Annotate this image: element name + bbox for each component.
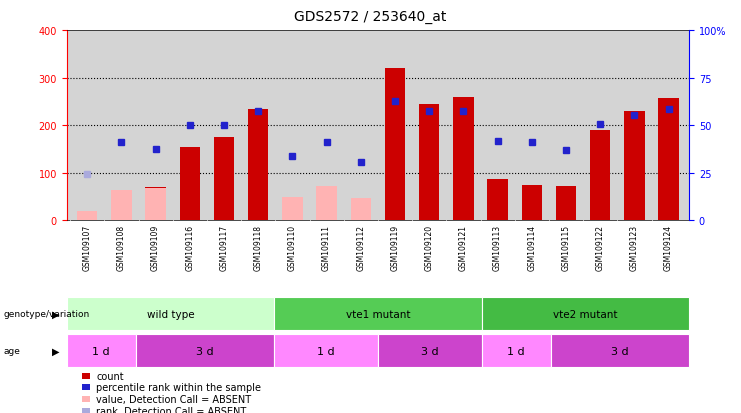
Text: GSM109110: GSM109110 xyxy=(288,225,297,271)
Bar xyxy=(624,112,645,221)
Text: GSM109123: GSM109123 xyxy=(630,225,639,271)
Text: rank, Detection Call = ABSENT: rank, Detection Call = ABSENT xyxy=(96,406,247,413)
Text: ▶: ▶ xyxy=(52,309,59,319)
Text: ▶: ▶ xyxy=(52,346,59,356)
Bar xyxy=(77,211,98,221)
Bar xyxy=(385,69,405,221)
Text: 1 d: 1 d xyxy=(508,346,525,356)
Bar xyxy=(488,179,508,221)
Text: GSM109120: GSM109120 xyxy=(425,225,433,271)
Text: GSM109112: GSM109112 xyxy=(356,225,365,271)
Text: 1 d: 1 d xyxy=(93,346,110,356)
Bar xyxy=(145,188,166,221)
Bar xyxy=(282,197,302,221)
Bar xyxy=(179,147,200,221)
Text: percentile rank within the sample: percentile rank within the sample xyxy=(96,382,262,392)
Text: GSM109113: GSM109113 xyxy=(493,225,502,271)
Text: vte1 mutant: vte1 mutant xyxy=(345,309,411,319)
Text: GSM109121: GSM109121 xyxy=(459,225,468,271)
Text: GDS2572 / 253640_at: GDS2572 / 253640_at xyxy=(294,10,447,24)
Text: GSM109117: GSM109117 xyxy=(219,225,228,271)
Text: 3 d: 3 d xyxy=(421,346,439,356)
Bar xyxy=(658,98,679,221)
Bar xyxy=(350,199,371,221)
Bar xyxy=(556,187,576,221)
Text: GSM109111: GSM109111 xyxy=(322,225,331,271)
Bar xyxy=(453,97,473,221)
Text: GSM109122: GSM109122 xyxy=(596,225,605,271)
Text: GSM109108: GSM109108 xyxy=(117,225,126,271)
Bar xyxy=(111,190,132,221)
Text: 3 d: 3 d xyxy=(611,346,629,356)
Bar xyxy=(590,131,611,221)
Bar xyxy=(213,138,234,221)
Text: age: age xyxy=(4,347,21,356)
Text: GSM109124: GSM109124 xyxy=(664,225,673,271)
Text: GSM109114: GSM109114 xyxy=(528,225,536,271)
Text: count: count xyxy=(96,371,124,381)
Bar xyxy=(316,187,337,221)
Text: GSM109109: GSM109109 xyxy=(151,225,160,271)
Text: vte2 mutant: vte2 mutant xyxy=(553,309,618,319)
Bar xyxy=(522,185,542,221)
Text: 3 d: 3 d xyxy=(196,346,214,356)
Text: 1 d: 1 d xyxy=(317,346,335,356)
Bar xyxy=(145,189,166,221)
Text: GSM109116: GSM109116 xyxy=(185,225,194,271)
Text: GSM109118: GSM109118 xyxy=(253,225,263,271)
Text: GSM109119: GSM109119 xyxy=(391,225,399,271)
Text: value, Detection Call = ABSENT: value, Detection Call = ABSENT xyxy=(96,394,251,404)
Text: genotype/variation: genotype/variation xyxy=(4,309,90,318)
Bar xyxy=(419,104,439,221)
Text: wild type: wild type xyxy=(147,309,194,319)
Bar xyxy=(248,109,268,221)
Text: GSM109107: GSM109107 xyxy=(83,225,92,271)
Text: GSM109115: GSM109115 xyxy=(562,225,571,271)
